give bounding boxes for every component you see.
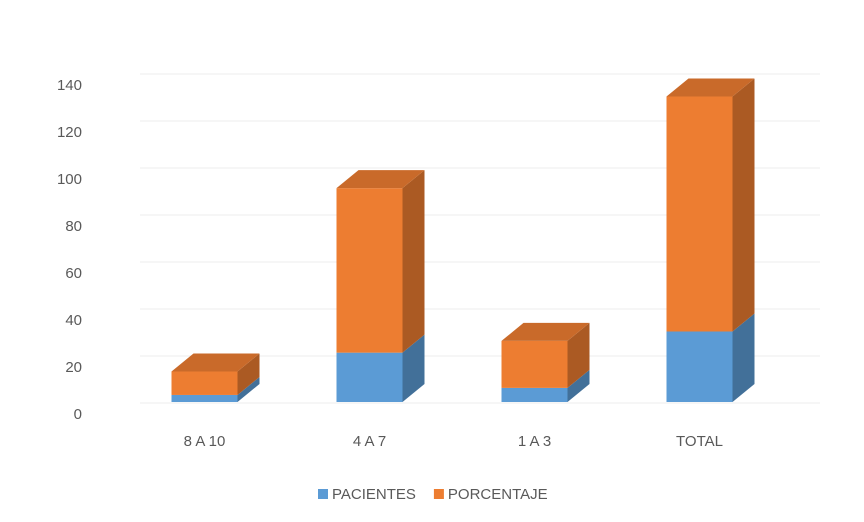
bar-top <box>666 78 755 97</box>
legend-label: PACIENTES <box>332 486 416 503</box>
bar-top <box>171 353 260 372</box>
bar-side <box>567 322 590 388</box>
y-tick-label: 20 <box>65 359 82 376</box>
y-tick-label: 100 <box>57 171 82 188</box>
bar-side <box>732 78 755 332</box>
bar-front <box>501 387 568 402</box>
bar-front <box>666 96 733 332</box>
legend-swatch <box>433 489 444 499</box>
y-tick-label: 60 <box>65 265 82 282</box>
legend-label: PORCENTAJE <box>448 486 548 503</box>
y-tick-label: 120 <box>57 124 82 141</box>
bar-front <box>666 331 733 402</box>
bar-top <box>501 322 590 341</box>
y-tick-label: 0 <box>74 406 82 423</box>
bar-front <box>336 352 403 402</box>
bar-side <box>402 334 425 402</box>
x-tick-label: TOTAL <box>676 433 723 450</box>
bar-front <box>501 340 568 388</box>
bar-front <box>336 188 403 353</box>
bar-side <box>732 313 755 402</box>
y-tick-label: 140 <box>57 77 82 94</box>
bar-top <box>336 170 425 189</box>
x-tick-label: 1 A 3 <box>518 433 551 450</box>
bar-side <box>402 170 425 353</box>
legend-swatch <box>318 489 328 499</box>
bar-front <box>171 371 238 395</box>
x-tick-label: 8 A 10 <box>184 433 226 450</box>
bar-side <box>567 369 590 402</box>
bar-side <box>237 353 260 395</box>
x-tick-label: 4 A 7 <box>353 433 386 450</box>
y-tick-label: 40 <box>65 312 82 329</box>
bar-front <box>171 394 238 402</box>
y-tick-label: 80 <box>65 218 82 235</box>
bar-side <box>237 376 260 402</box>
